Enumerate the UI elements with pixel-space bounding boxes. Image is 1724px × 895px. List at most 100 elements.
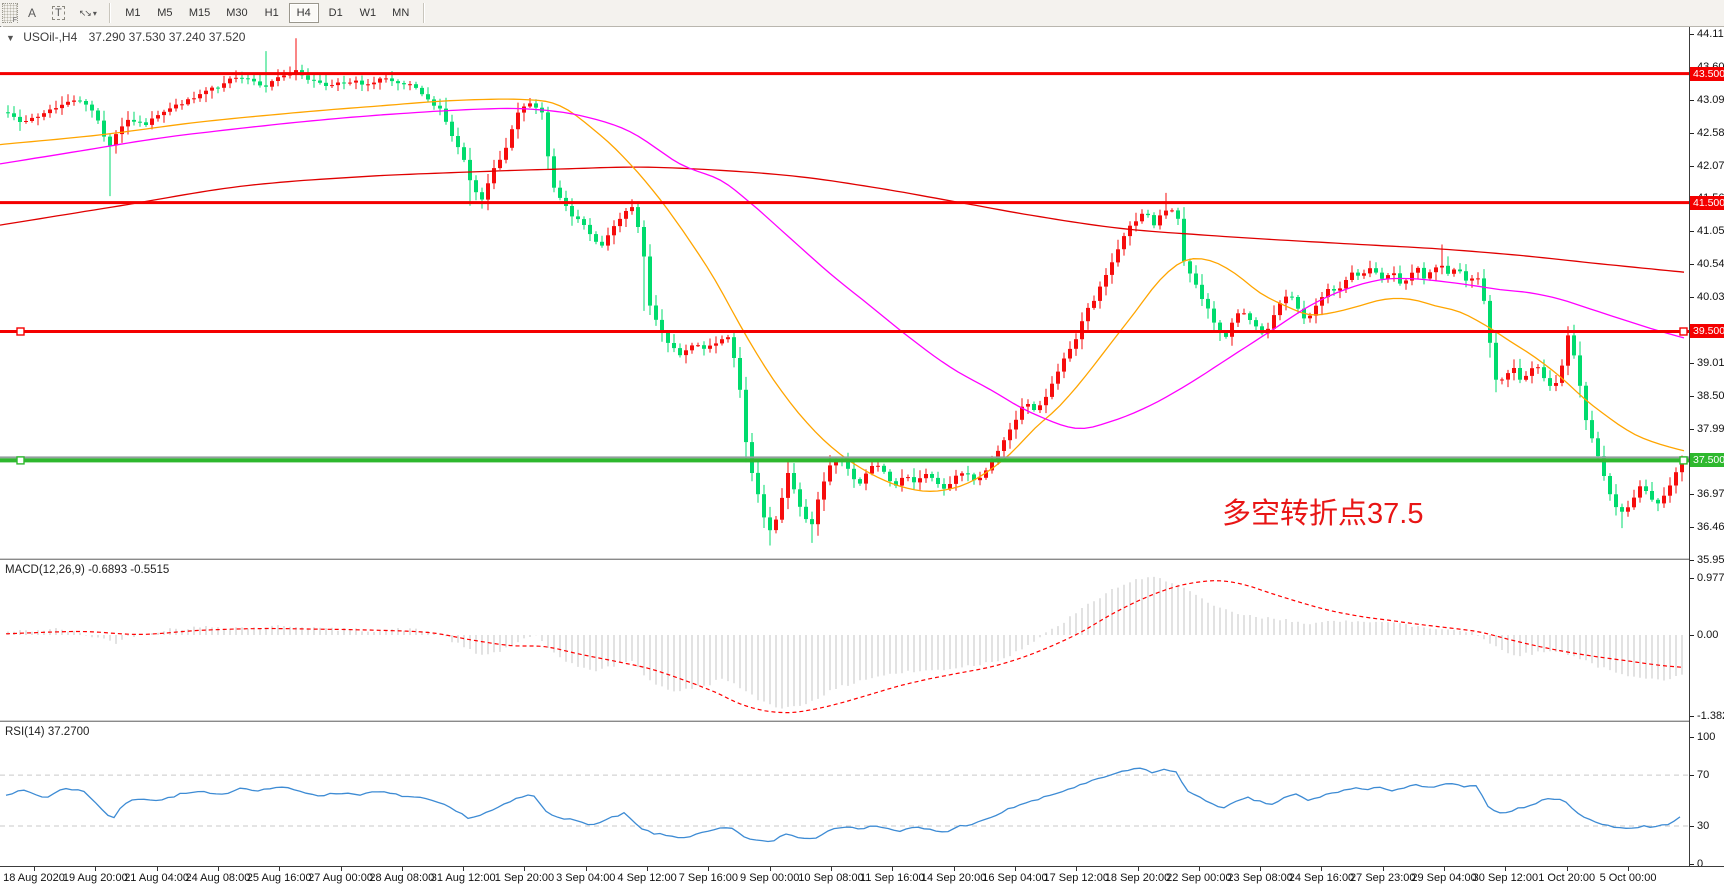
time-tick-label: 1 Sep 20:00 [494,872,555,884]
time-tick-mark [1260,867,1261,871]
macd-label: MACD(12,26,9) -0.6893 -0.5515 [5,564,170,576]
font-button[interactable]: A [20,3,44,24]
time-tick-mark [1567,867,1568,871]
price-tick-label: 42.585 [1690,127,1724,139]
time-tick-label: 22 Sep 00:00 [1166,872,1232,884]
time-tick-mark [954,867,955,871]
time-tick-label: 30 Sep 12:00 [1472,872,1539,884]
rsi-panel[interactable]: RSI(14) 37.2700 [0,722,1689,866]
time-tick-label: 27 Aug 00:00 [308,872,373,884]
horizontal-line-43.500 [0,72,1689,76]
time-tick-mark [831,867,832,871]
ma-slow [0,166,1685,273]
chart-annotation-text[interactable]: 多空转折点37.5 [1222,498,1424,530]
text-label-button[interactable]: T [46,3,71,24]
price-tick-label: 42.075 [1690,160,1724,172]
price-tick-label: 38.505 [1690,390,1724,402]
rsi-tick-label: 0 [1690,858,1724,870]
rsi-tick-label: 30 [1690,820,1724,832]
price-axis[interactable]: 44.11543.60543.09542.58542.07541.56541.0… [1689,27,1724,870]
time-tick-label: 21 Aug 04:00 [124,872,190,884]
time-tick-mark [402,867,403,871]
rsi-tick-label: 70 [1690,769,1724,781]
time-tick-label: 9 Sep 00:00 [740,872,800,884]
price-line-label: 37.500 [1690,453,1724,468]
grip-label: F [12,17,17,24]
time-tick-label: 14 Sep 20:00 [920,872,987,884]
timeframe-button-w1[interactable]: W1 [353,3,384,23]
time-tick-mark [708,867,709,871]
toolbar-grip[interactable]: F [2,3,18,24]
price-tick-label: 43.095 [1690,94,1724,106]
time-tick-label: 18 Sep 20:00 [1104,872,1171,884]
timeframe-button-m30[interactable]: M30 [219,3,254,23]
main-price-panel[interactable]: ▼ USOil-,H4 37.290 37.530 37.240 37.520 … [0,27,1689,558]
time-tick-label: 4 Sep 12:00 [617,872,677,884]
time-tick-label: 28 Aug 08:00 [369,872,435,884]
panel-splitter[interactable] [0,720,1724,723]
time-tick-mark [463,867,464,871]
rsi-line [5,767,1681,843]
ma-fast [0,98,1685,492]
toolbar-separator [423,3,426,23]
time-tick-label: 31 Aug 12:00 [430,872,496,884]
toolbar: F A T ↖↘ ▾ M1 M5 M15 M30 H1 H4 D1 W1 MN [0,0,1724,27]
ma-mid [0,107,1685,430]
timeframe-button-h4[interactable]: H4 [288,3,319,23]
macd-tick-label: -1.382 [1690,710,1724,722]
toolbar-separator [108,3,111,23]
time-tick-label: 17 Sep 12:00 [1043,872,1109,884]
timeframe-button-d1[interactable]: D1 [321,3,351,23]
price-tick-label: 41.055 [1690,225,1724,237]
crosshair-tools-button[interactable]: ↖↘ ▾ [73,3,103,24]
price-tick-label: 39.015 [1690,357,1724,369]
time-tick-label: 27 Sep 23:00 [1350,872,1416,884]
time-tick-label: 3 Sep 04:00 [556,872,616,884]
timeframe-bar: M1 M5 M15 M30 H1 H4 D1 W1 MN [117,3,417,23]
time-tick-label: 18 Aug 2020 [3,872,65,884]
time-tick-mark [1015,867,1016,871]
timeframe-button-m15[interactable]: M15 [182,3,217,23]
timeframe-button-h1[interactable]: H1 [257,3,287,23]
time-tick-mark [586,867,587,871]
line-handle [16,327,25,336]
timeframe-button-m5[interactable]: M5 [150,3,180,23]
rsi-label: RSI(14) 37.2700 [5,726,90,738]
price-tick-label: 40.035 [1690,291,1724,303]
timeframe-button-m1[interactable]: M1 [118,3,148,23]
chevron-down-icon: ▼ [6,33,15,43]
line-handle [16,456,25,465]
time-tick-label: 25 Aug 16:00 [246,872,312,884]
timeframe-button-mn[interactable]: MN [385,3,416,23]
panel-splitter[interactable] [0,558,1724,561]
horizontal-line-39.500 [0,330,1689,333]
ohlc-values: 37.290 37.530 37.240 37.520 [88,30,246,44]
price-tick-label: 36.465 [1690,521,1724,533]
time-tick-label: 7 Sep 16:00 [678,872,739,884]
macd-chart-canvas[interactable] [0,560,1689,720]
diagonal-arrows-icon: ↖↘ [78,7,92,18]
time-tick-label: 1 Oct 20:00 [1538,872,1596,884]
rsi-chart-canvas[interactable] [0,722,1689,866]
time-tick-label: 19 Aug 20:00 [62,872,128,884]
time-tick-label: 5 Oct 00:00 [1599,872,1657,884]
time-tick-label: 11 Sep 16:00 [859,872,925,884]
time-tick-label: 24 Sep 16:00 [1288,872,1355,884]
candlestick-chart-canvas[interactable] [0,27,1689,558]
symbol-label: USOil-,H4 [23,30,78,44]
line-handle [1679,327,1688,336]
price-line-label: 43.500 [1690,66,1724,81]
chevron-down-icon: ▾ [92,8,97,18]
horizontal-line-41.500 [0,201,1689,205]
rsi-tick-label: 100 [1690,731,1724,743]
time-axis[interactable]: 18 Aug 2020 19 Aug 20:00 21 Aug 04:00 24 Au… [0,866,1724,895]
time-tick-label: 16 Sep 04:00 [982,872,1048,884]
time-tick-mark [34,867,35,871]
time-tick-label: 23 Sep 08:00 [1227,872,1293,884]
macd-panel[interactable]: MACD(12,26,9) -0.6893 -0.5515 [0,560,1689,720]
price-line-label: 41.500 [1690,195,1724,210]
horizontal-line-37.500 [0,458,1689,463]
time-tick-label: 29 Sep 04:00 [1411,872,1477,884]
time-tick-mark [95,867,96,871]
